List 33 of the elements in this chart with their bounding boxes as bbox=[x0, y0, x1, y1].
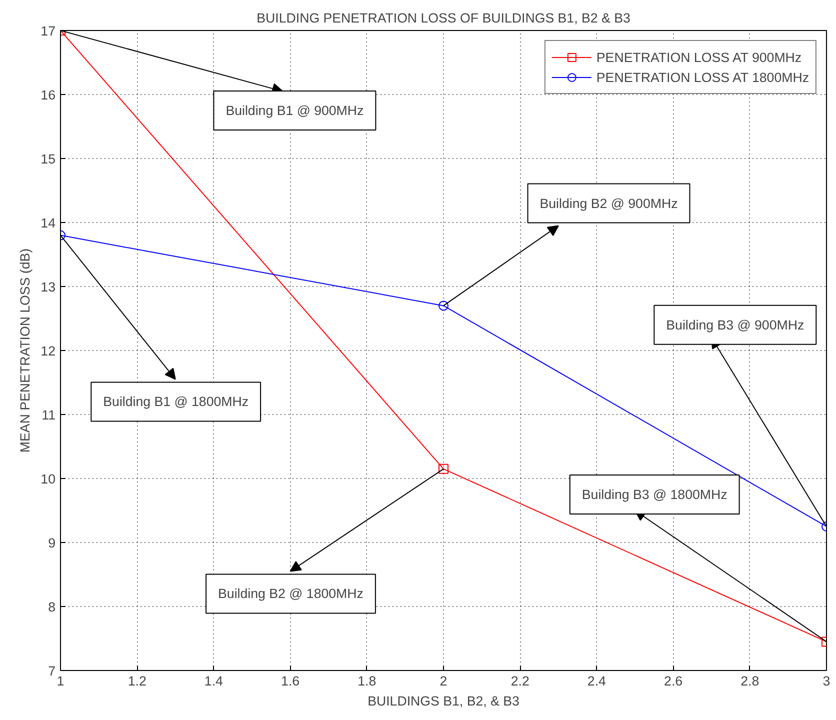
annotation: Building B1 @ 900MHz bbox=[226, 103, 364, 118]
x-tick-label: 3 bbox=[822, 674, 830, 688]
x-tick-label: 2.6 bbox=[664, 674, 683, 688]
annotation: Building B2 @ 900MHz bbox=[540, 196, 678, 211]
x-tick-label: 1 bbox=[56, 674, 64, 688]
annotation: Building B3 @ 900MHz bbox=[666, 317, 804, 332]
annotation: Building B1 @ 1800MHz bbox=[103, 394, 249, 410]
y-tick-label: 9 bbox=[48, 536, 56, 550]
y-tick-label: 10 bbox=[40, 472, 56, 486]
x-tick-label: 1.2 bbox=[128, 674, 146, 688]
y-tick-label: 16 bbox=[40, 88, 56, 102]
y-tick-label: 11 bbox=[42, 408, 56, 422]
legend-label: PENETRATION LOSS AT 900MHz bbox=[596, 50, 802, 64]
x-axis-title: BUILDINGS B1, B2, & B3 bbox=[368, 694, 520, 708]
x-tick-label: 1.8 bbox=[358, 674, 376, 688]
y-axis-title: MEAN PENETRATION LOSS (dB) bbox=[18, 248, 33, 453]
x-tick-label: 2.2 bbox=[510, 674, 530, 688]
chart-title: BUILDING PENETRATION LOSS OF BUILDINGS B1, B2 & B3 bbox=[256, 10, 630, 26]
y-tick-label: 12 bbox=[40, 344, 56, 358]
x-tick-label: 2.4 bbox=[587, 674, 607, 688]
y-tick-label: 13 bbox=[40, 280, 56, 294]
annotation: Building B3 @ 1800MHz bbox=[582, 487, 728, 502]
annotation: Building B2 @ 1800MHz bbox=[218, 586, 364, 602]
y-tick-label: 7 bbox=[48, 664, 56, 678]
y-tick-label: 17 bbox=[40, 24, 56, 38]
x-tick-label: 2.8 bbox=[740, 674, 760, 688]
x-tick-label: 1.6 bbox=[281, 674, 300, 688]
x-tick-label: 2 bbox=[440, 674, 448, 688]
x-tick-label: 1.4 bbox=[204, 674, 224, 688]
y-tick-label: 14 bbox=[40, 216, 56, 230]
legend-label: PENETRATION LOSS AT 1800MHz bbox=[596, 70, 809, 84]
y-tick-label: 8 bbox=[48, 600, 56, 614]
y-tick-label: 15 bbox=[40, 152, 56, 166]
